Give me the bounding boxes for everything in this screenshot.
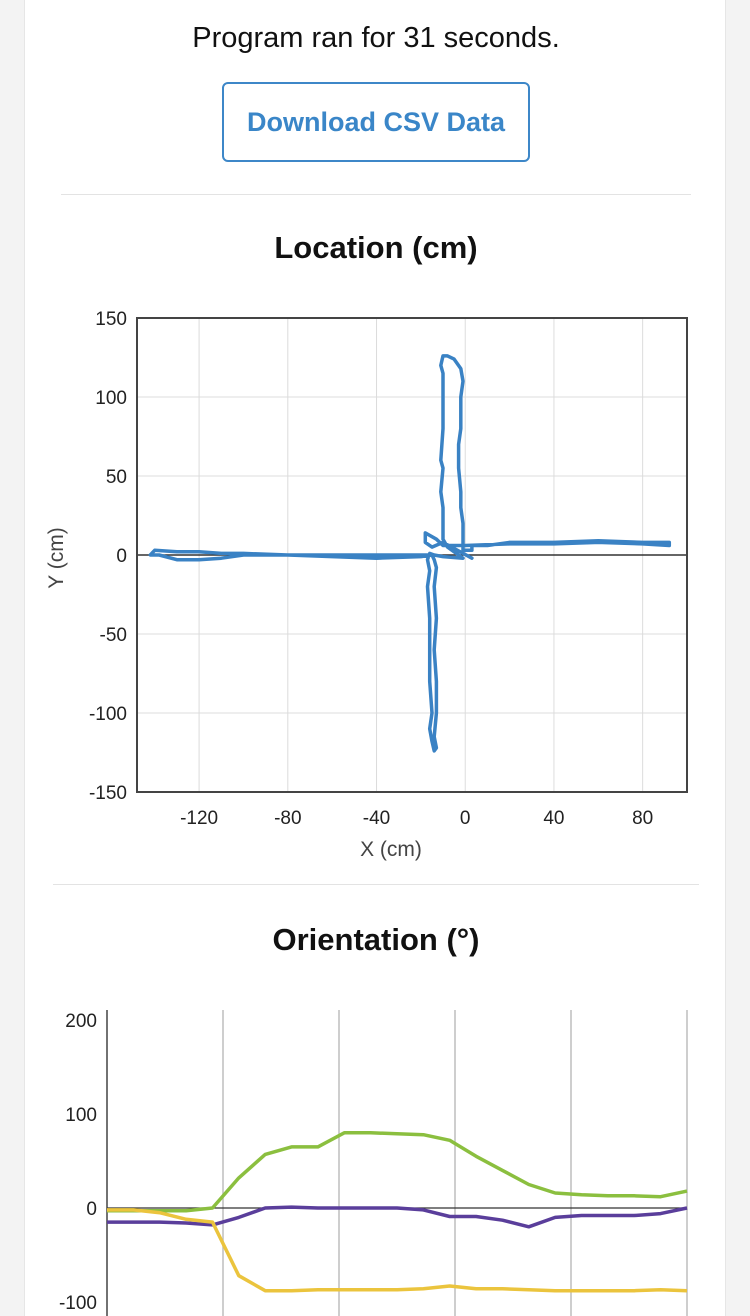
- location-plot: [148, 354, 672, 753]
- location-y-tick-label: -100: [89, 704, 127, 725]
- orientation-grid: [106, 1010, 688, 1316]
- location-x-axis-title: X (cm): [360, 838, 422, 861]
- location-x-tick-label: -40: [363, 808, 390, 829]
- location-x-tick-label: -80: [274, 808, 301, 829]
- orientation-y-tick-label: 0: [86, 1199, 97, 1220]
- orientation-series-path: [107, 1131, 688, 1213]
- location-y-tick-label: 100: [95, 388, 127, 409]
- runtime-text: Program ran for 31 seconds.: [192, 22, 560, 54]
- results-card: Program ran for 31 seconds. Download CSV…: [24, 0, 726, 1316]
- download-csv-button[interactable]: Download CSV Data: [222, 82, 530, 162]
- orientation-chart: 200 100 0 -100: [59, 1010, 688, 1316]
- location-series-path: [148, 354, 672, 753]
- divider-middle: [53, 884, 699, 885]
- location-x-tick-label: 0: [460, 808, 471, 829]
- location-x-tick-label: -120: [180, 808, 218, 829]
- location-plot-frame: [136, 317, 688, 793]
- location-y-tick-label: -150: [89, 783, 127, 804]
- location-y-tick-label: 50: [106, 467, 127, 488]
- location-y-tick-label: 0: [116, 546, 127, 567]
- location-y-axis-title: Y (cm): [45, 527, 68, 588]
- orientation-chart-title: Orientation (°): [272, 922, 480, 957]
- location-y-ticks: 150 100 50 0 -50 -100 -150: [89, 309, 127, 804]
- location-y-tick-label: -50: [100, 625, 127, 646]
- orientation-y-ticks: 200 100 0 -100: [59, 1011, 97, 1314]
- orientation-y-tick-label: 100: [65, 1105, 97, 1126]
- orientation-y-tick-label: 200: [65, 1011, 97, 1032]
- orientation-series-path: [107, 1205, 688, 1229]
- location-x-ticks: -120 -80 -40 0 40 80: [180, 808, 653, 829]
- divider-top: [61, 194, 691, 195]
- location-chart-title: Location (cm): [274, 230, 478, 265]
- location-x-tick-label: 40: [543, 808, 564, 829]
- orientation-y-tick-label: -100: [59, 1293, 97, 1314]
- location-y-tick-label: 150: [95, 309, 127, 330]
- location-chart: -120 -80 -40 0 40 80 150 100 50 0 -50 -100 -150 X (…: [45, 309, 688, 861]
- orientation-plot: [107, 1131, 688, 1293]
- orientation-series-path: [107, 1208, 688, 1293]
- location-x-tick-label: 80: [632, 808, 653, 829]
